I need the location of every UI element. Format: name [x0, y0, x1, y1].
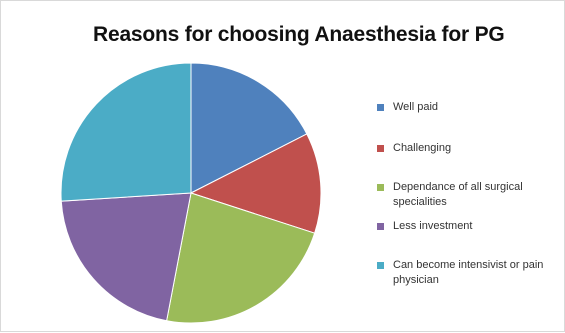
legend-item: Challenging [377, 141, 553, 156]
pie-slice-1 [190, 62, 308, 194]
legend-item: Less investment [377, 219, 553, 234]
pie-slice-2 [189, 133, 322, 234]
legend-swatch [377, 223, 384, 230]
legend-item: Can become intensivist or pain physician [377, 258, 553, 288]
pie-slice-4 [60, 192, 192, 322]
chart-title: Reasons for choosing Anaesthesia for PG [93, 23, 505, 46]
legend-label: Challenging [393, 142, 452, 154]
legend-swatch [377, 262, 384, 269]
legend-swatch [377, 184, 384, 191]
legend-item: Well paid [377, 100, 553, 115]
legend-item: Dependance of all surgical specialities [377, 180, 553, 210]
pie-slice-3 [166, 192, 316, 324]
legend-label: Less investment [393, 220, 473, 232]
legend-label: Well paid [393, 101, 439, 113]
pie-slice-5 [60, 62, 192, 202]
legend-label: Can become intensivist or pain physician [393, 259, 544, 286]
legend-swatch [377, 145, 384, 152]
legend-label: Dependance of all surgical specialities [393, 181, 523, 208]
legend-swatch [377, 104, 384, 111]
